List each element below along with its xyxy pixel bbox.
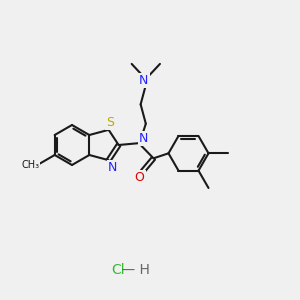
- Text: N: N: [139, 131, 148, 145]
- Text: Cl: Cl: [111, 263, 125, 277]
- Text: — H: — H: [117, 263, 149, 277]
- Text: S: S: [106, 116, 114, 129]
- Text: N: N: [108, 161, 117, 174]
- Text: O: O: [135, 171, 145, 184]
- Text: N: N: [139, 74, 148, 86]
- Text: CH₃: CH₃: [21, 160, 39, 170]
